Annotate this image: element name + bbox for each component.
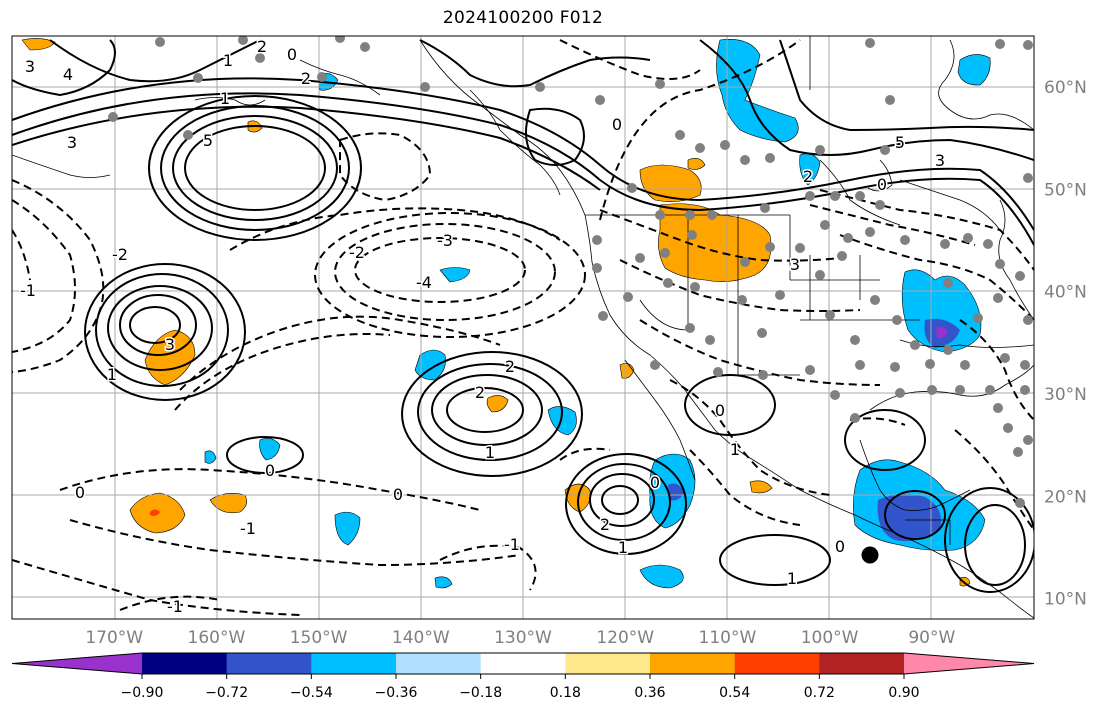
colorbar-tick-label: 0.72 xyxy=(804,685,835,701)
highlight-marker xyxy=(861,546,879,564)
contour-label: 1 xyxy=(223,51,233,70)
colorbar-tick-label: −0.90 xyxy=(121,685,164,701)
longitude-label: 140°W xyxy=(392,628,450,648)
colorbar-segment xyxy=(480,653,566,674)
contour-label: 1 xyxy=(618,538,628,557)
colorbar-segment xyxy=(396,653,482,674)
colorbar xyxy=(11,652,1035,675)
positive-contours xyxy=(12,39,1034,593)
contour-label: 1 xyxy=(220,89,230,108)
station-markers xyxy=(108,36,1033,508)
latitude-labels: 60°N 50°N 40°N 30°N 20°N 10°N xyxy=(1044,78,1087,609)
contour-label: 3 xyxy=(165,335,175,354)
contour-label: -3 xyxy=(437,231,453,250)
longitude-label: 90°W xyxy=(908,628,955,648)
contour-label: 1 xyxy=(485,443,495,462)
colorbar-tick-label: −0.36 xyxy=(375,685,418,701)
contour-label: 5 xyxy=(203,131,213,150)
contour-label: 0 xyxy=(287,45,297,64)
colorbar-tick-label: 0.18 xyxy=(550,685,581,701)
colorbar-tick-label: 0.36 xyxy=(634,685,665,701)
map-title: 2024100200 F012 xyxy=(442,8,604,28)
contour-label: 2 xyxy=(803,167,813,186)
colorbar-tick-label: −0.72 xyxy=(205,685,248,701)
colorbar-segment xyxy=(819,653,905,674)
longitude-label: 100°W xyxy=(801,628,859,648)
colorbar-segment xyxy=(311,653,397,674)
contour-label: 0 xyxy=(393,485,403,504)
contour-label: -2 xyxy=(112,245,128,264)
contour-label: -1 xyxy=(240,519,256,538)
contour-label: 3 xyxy=(25,57,35,76)
longitude-label: 130°W xyxy=(494,628,552,648)
contour-label: 2 xyxy=(475,383,485,402)
contour-label: 2 xyxy=(301,69,311,88)
colorbar-extend-high xyxy=(904,653,1034,674)
contour-label: 0 xyxy=(715,401,725,420)
longitude-label: 160°W xyxy=(188,628,246,648)
contour-label: 2 xyxy=(257,37,267,56)
contour-label: -1 xyxy=(20,281,36,300)
contour-label: 1 xyxy=(107,365,117,384)
latitude-label: 50°N xyxy=(1044,180,1087,200)
contour-label: 0 xyxy=(612,115,622,134)
contour-label: 1 xyxy=(787,569,797,588)
colorbar-segment xyxy=(565,653,651,674)
contour-label: -1 xyxy=(504,535,520,554)
map-frame xyxy=(11,35,1035,620)
contour-label: 3 xyxy=(67,133,77,152)
contour-label: -4 xyxy=(416,273,432,292)
longitude-labels: 170°W 160°W 150°W 140°W 130°W 120°W 110°W 100°W… xyxy=(85,628,955,648)
contour-label: 0 xyxy=(265,461,275,480)
negative-contours xyxy=(12,39,1034,616)
contour-label: 1 xyxy=(730,440,740,459)
contour-label: 2 xyxy=(505,357,515,376)
longitude-label: 110°W xyxy=(699,628,757,648)
longitude-label: 170°W xyxy=(85,628,143,648)
contour-label: 3 xyxy=(935,151,945,170)
longitude-label: 150°W xyxy=(290,628,348,648)
longitude-label: 120°W xyxy=(596,628,654,648)
contour-label: 5 xyxy=(895,133,905,152)
contour-label: 0 xyxy=(650,473,660,492)
contour-label: 3 xyxy=(790,255,800,274)
colorbar-tick-label: −0.18 xyxy=(459,685,502,701)
colorbar-segment xyxy=(650,653,736,674)
colorbar-tick-label: 0.90 xyxy=(888,685,919,701)
latitude-label: 60°N xyxy=(1044,78,1087,98)
colorbar-segment xyxy=(226,653,312,674)
contour-label: -2 xyxy=(349,243,365,262)
colorbar-tick-label: −0.54 xyxy=(290,685,333,701)
latitude-label: 40°N xyxy=(1044,283,1087,303)
contour-label: 4 xyxy=(63,65,73,84)
contour-label: 2 xyxy=(600,515,610,534)
contour-label: -1 xyxy=(167,597,183,616)
contour-label: 0 xyxy=(835,537,845,556)
colorbar-tick-label: 0.54 xyxy=(719,685,750,701)
graticule xyxy=(12,36,1034,619)
colorbar-segment xyxy=(142,653,228,674)
latitude-label: 30°N xyxy=(1044,385,1087,405)
colorbar-extend-low xyxy=(12,653,142,674)
latitude-label: 20°N xyxy=(1044,487,1087,507)
contour-label: 0 xyxy=(877,175,887,194)
contour-label: 0 xyxy=(75,483,85,502)
latitude-label: 10°N xyxy=(1044,590,1087,610)
colorbar-tick-labels: −0.90 −0.72 −0.54 −0.36 −0.18 0.18 0.36 0.54 0.7… xyxy=(121,674,920,701)
colorbar-segment xyxy=(734,653,820,674)
